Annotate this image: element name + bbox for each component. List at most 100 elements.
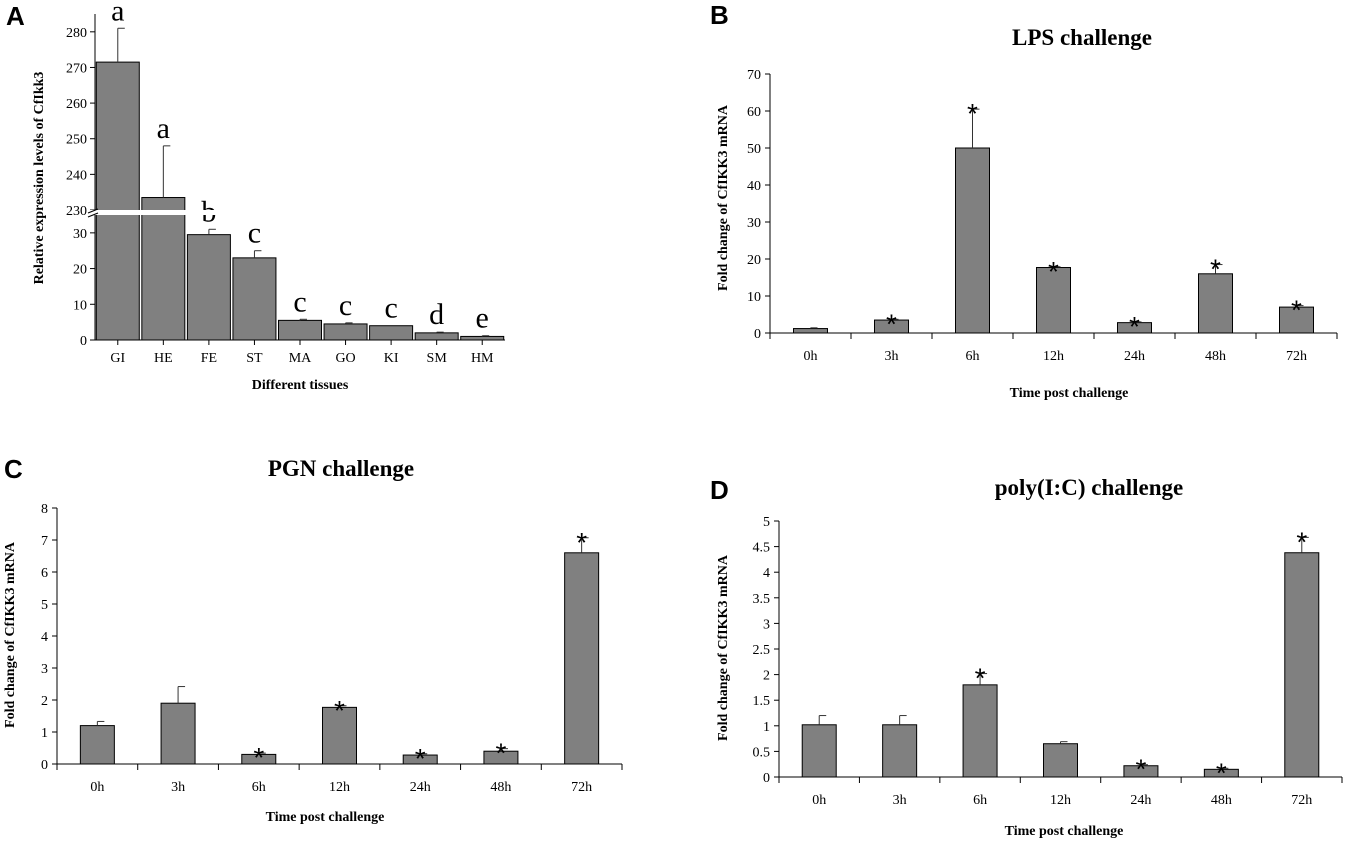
- panel-d-title: poly(I:C) challenge: [995, 475, 1183, 500]
- panel-c-letter: C: [4, 454, 23, 484]
- panel-a-significance-letter: d: [429, 298, 444, 331]
- panel-b-ytick-label: 0: [754, 327, 761, 342]
- panel-a-significance-letter: c: [339, 289, 352, 322]
- panel-d-ytick-label: 2.5: [753, 643, 771, 658]
- panel-a-xtick-label: SM: [427, 351, 448, 366]
- panel-d-xtick-label: 24h: [1130, 793, 1151, 808]
- panel-a-bar: [186, 234, 231, 341]
- panel-d-ytick-label: 2: [763, 669, 770, 684]
- panel-d-ytick-label: 1.5: [753, 694, 771, 709]
- panel-a-ytick-label: 230: [66, 204, 87, 219]
- panel-b-title: LPS challenge: [1012, 25, 1152, 50]
- panel-a-ytick-label: 30: [73, 227, 87, 242]
- panel-a-bar: [414, 332, 459, 341]
- panel-c-ytick-label: 3: [41, 662, 48, 677]
- panel-b-xtick-label: 24h: [1124, 349, 1145, 364]
- panel-c-ytick-label: 4: [41, 630, 48, 645]
- panel-b-bar: [1198, 273, 1233, 334]
- panel-b-xtick-label: 6h: [966, 349, 980, 364]
- panel-a-ytick-label: 10: [73, 298, 87, 313]
- panel-c-bar: [322, 706, 357, 765]
- panel-b-xtick-label: 3h: [885, 349, 899, 364]
- panel-d-significance-star: *: [975, 663, 986, 694]
- panel-b-bar: [1279, 306, 1314, 334]
- panel-c-y-axis-label: Fold change of CfIKK3 mRNA: [3, 541, 18, 728]
- panel-c-ytick-label: 6: [41, 566, 48, 581]
- panel-c-xtick-label: 6h: [252, 780, 266, 795]
- panel-a-significance-letter: c: [248, 217, 261, 250]
- panel-a-significance-letter: e: [476, 302, 489, 335]
- panel-a-bar: [460, 335, 505, 341]
- panel-b-significance-star: *: [1291, 295, 1302, 326]
- panel-b-ytick-label: 60: [747, 105, 761, 120]
- panel-c-ytick-label: 1: [41, 726, 48, 741]
- panel-b-xtick-label: 48h: [1205, 349, 1226, 364]
- panel-b-ytick-label: 20: [747, 253, 761, 268]
- panel-d-xtick-label: 0h: [812, 793, 826, 808]
- panel-d-xtick-label: 72h: [1291, 793, 1312, 808]
- panel-d-bar: [1284, 552, 1320, 778]
- panel-b-xtick-label: 12h: [1043, 349, 1064, 364]
- panel-b-ytick-label: 50: [747, 142, 761, 157]
- panel-c-bar: [79, 725, 115, 765]
- panel-a-axis-break: [89, 210, 507, 215]
- panel-d-ytick-label: 4.5: [753, 541, 771, 556]
- panel-b-significance-star: *: [1048, 256, 1059, 287]
- panel-a-ytick-label: 260: [66, 97, 87, 112]
- panel-b-letter: B: [710, 0, 729, 30]
- panel-d-bar: [1043, 743, 1078, 778]
- panel-c-title: PGN challenge: [268, 456, 414, 481]
- panel-a-xtick-label: GO: [335, 351, 355, 366]
- panel-a-ytick-label: 0: [80, 334, 87, 349]
- panel-d-bar: [801, 724, 837, 778]
- panel-c-xtick-label: 12h: [329, 780, 350, 795]
- panel-a-xtick-label: HE: [154, 351, 173, 366]
- panel-a-xtick-label: KI: [384, 351, 399, 366]
- panel-c-ytick-label: 7: [41, 534, 48, 549]
- panel-d-significance-star: *: [1135, 754, 1146, 785]
- panel-c-ytick-label: 8: [41, 502, 48, 517]
- panel-a-ytick-label: 270: [66, 61, 87, 76]
- panel-d-xtick-label: 12h: [1050, 793, 1071, 808]
- panel-a-bar: [369, 325, 414, 341]
- panel-a-y-axis-label: Relative expression levels of CfIkk3: [32, 72, 47, 285]
- panel-d-y-axis-label: Fold change of CfIKK3 mRNA: [716, 554, 731, 741]
- panel-d-ytick-label: 4: [763, 566, 770, 581]
- panel-b-significance-star: *: [1129, 311, 1140, 342]
- panel-c-significance-star: *: [253, 742, 264, 773]
- panel-d-x-axis-label: Time post challenge: [1005, 824, 1124, 839]
- panel-a-bar: [95, 61, 140, 341]
- panel-b-bar: [955, 147, 990, 334]
- panel-a-ytick-label: 250: [66, 133, 87, 148]
- panel-a-ytick-label: 280: [66, 26, 87, 41]
- panel-a-break-mark: [87, 212, 99, 218]
- panel-b-ytick-label: 10: [747, 290, 761, 305]
- panel-c-xtick-label: 48h: [490, 780, 511, 795]
- panel-b-xtick-label: 72h: [1286, 349, 1307, 364]
- panel-a-xtick-label: HM: [471, 351, 494, 366]
- panel-b-ytick-label: 70: [747, 68, 761, 83]
- panel-c-significance-star: *: [495, 738, 506, 769]
- panel-d-bar: [882, 724, 918, 778]
- panel-d-letter: D: [710, 475, 729, 505]
- panel-a-ytick-label: 240: [66, 168, 87, 183]
- panel-a-bar: [141, 197, 186, 341]
- panel-c-ytick-label: 2: [41, 694, 48, 709]
- panel-a-xtick-label: MA: [289, 351, 312, 366]
- panel-d-ytick-label: 5: [763, 515, 770, 530]
- panel-a-bar: [232, 257, 277, 341]
- panel-a-significance-letter: a: [111, 0, 124, 27]
- panel-c-significance-star: *: [334, 695, 345, 726]
- panel-a-xtick-label: GI: [110, 351, 125, 366]
- panel-d-xtick-label: 6h: [973, 793, 987, 808]
- panel-d-xtick-label: 48h: [1211, 793, 1232, 808]
- panel-a-ytick-label: 20: [73, 263, 87, 278]
- panel-c-xtick-label: 3h: [171, 780, 185, 795]
- panel-a-xtick-label: FE: [201, 351, 217, 366]
- panel-c-x-axis-label: Time post challenge: [266, 810, 385, 825]
- panel-d-bar: [962, 684, 998, 778]
- panel-c-significance-star: *: [415, 743, 426, 774]
- panel-c-xtick-label: 72h: [571, 780, 592, 795]
- panel-b-xtick-label: 0h: [804, 349, 818, 364]
